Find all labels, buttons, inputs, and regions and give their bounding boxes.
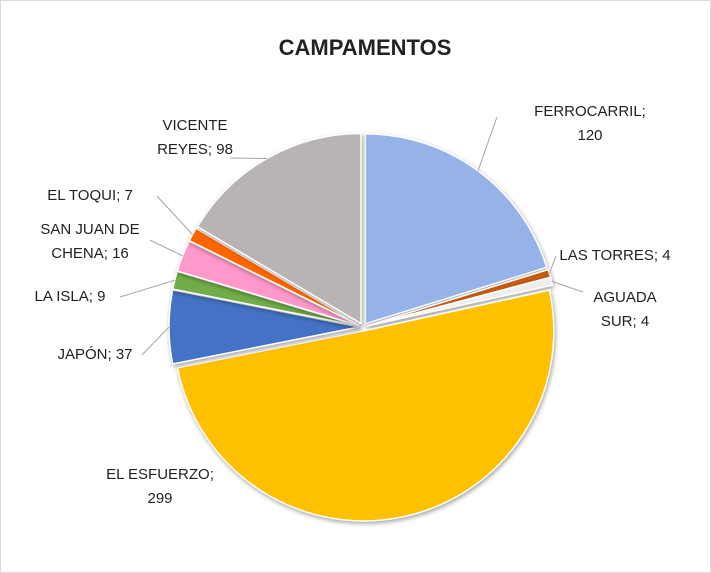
pie-slice bbox=[196, 132, 362, 325]
leader-line bbox=[141, 326, 170, 356]
leader-line bbox=[551, 280, 584, 293]
pie-slice bbox=[168, 289, 360, 365]
data-label: VICENTE REYES; 98 bbox=[157, 117, 233, 158]
data-label: EL TOQUI; 7 bbox=[47, 187, 133, 204]
leader-line bbox=[548, 255, 557, 274]
leader-line bbox=[477, 116, 498, 171]
data-label: JAPÓN; 37 bbox=[57, 346, 132, 363]
data-label: AGUADA SUR; 4 bbox=[593, 289, 656, 330]
leader-line bbox=[156, 195, 193, 235]
leader-line bbox=[119, 279, 175, 298]
chart-title: CAMPAMENTOS bbox=[279, 35, 452, 60]
data-label: LA ISLA; 9 bbox=[35, 288, 106, 305]
data-label: FERROCARRIL; 120 bbox=[534, 103, 646, 144]
pie-slice bbox=[364, 133, 548, 325]
data-label: LAS TORRES; 4 bbox=[559, 247, 670, 264]
data-label: EL ESFUERZO; 299 bbox=[106, 466, 214, 507]
data-label: SAN JUAN DE CHENA; 16 bbox=[40, 221, 139, 262]
leader-line bbox=[149, 239, 183, 257]
pie-slice bbox=[176, 289, 555, 522]
